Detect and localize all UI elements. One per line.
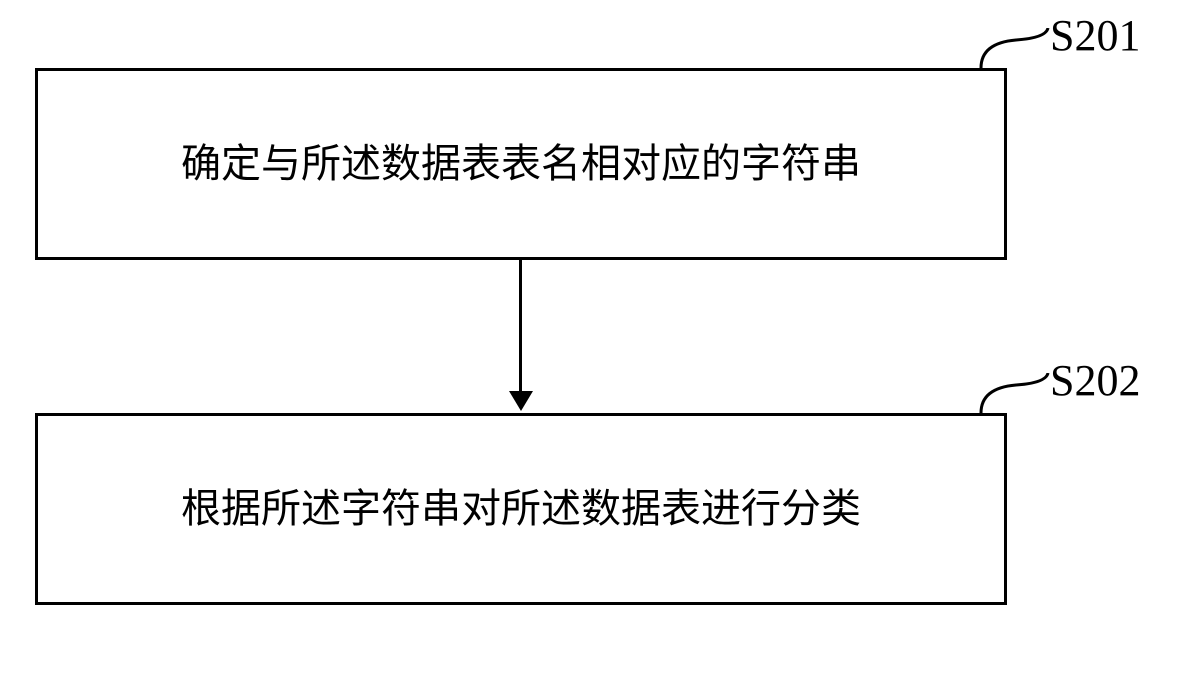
flowchart-step-text-1: 确定与所述数据表表名相对应的字符串: [181, 136, 861, 192]
connector-curve-1: [976, 28, 1056, 78]
flowchart-step-label-1: S201: [1050, 10, 1140, 61]
flowchart-step-box-1: 确定与所述数据表表名相对应的字符串: [35, 68, 1007, 260]
connector-curve-2: [976, 373, 1056, 423]
flowchart-step-box-2: 根据所述字符串对所述数据表进行分类: [35, 413, 1007, 605]
flowchart-arrow-line: [519, 260, 522, 393]
flowchart-step-label-2: S202: [1050, 355, 1140, 406]
flowchart-step-text-2: 根据所述字符串对所述数据表进行分类: [181, 481, 861, 537]
flowchart-arrow-head: [509, 391, 533, 411]
